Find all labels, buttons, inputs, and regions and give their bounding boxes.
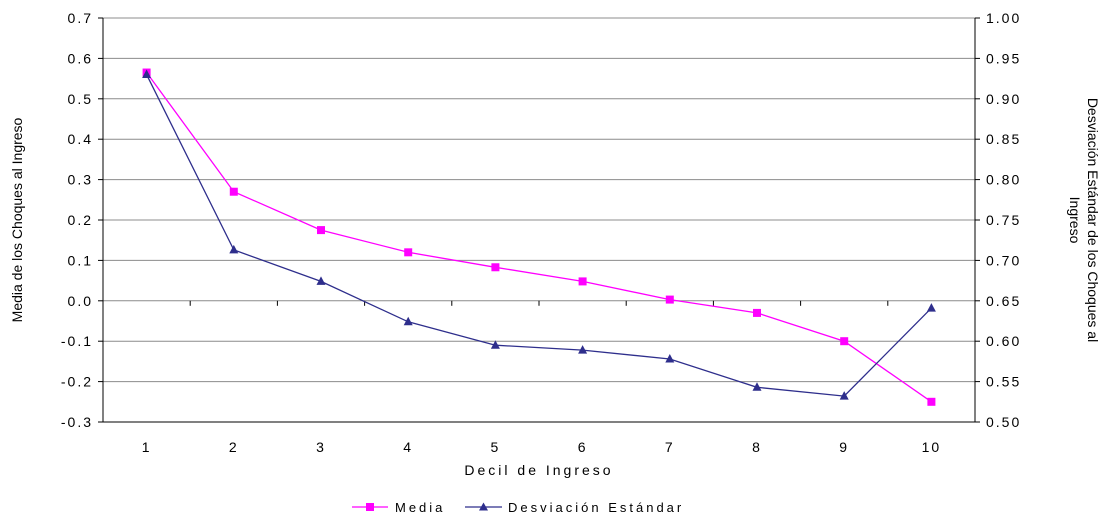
x-tick-label: 7: [665, 439, 675, 455]
legend-media-marker: [366, 503, 374, 511]
data-point-desviacion: [839, 391, 849, 400]
left-y-tick-label: 0.7: [68, 10, 93, 26]
series-line-media: [146, 72, 932, 403]
x-tick-label: 1: [142, 439, 152, 455]
left-y-tick-label: 0.5: [68, 91, 93, 107]
data-point-media: [491, 263, 500, 272]
right-y-tick-label: 0.65: [986, 293, 1021, 309]
right-y-tick-label: 0.90: [986, 91, 1021, 107]
x-tick-label: 10: [922, 439, 942, 455]
data-point-media: [927, 397, 936, 406]
right-y-tick-label: 0.55: [986, 374, 1021, 390]
right-y-axis-title-line2: Ingreso: [1067, 197, 1083, 244]
data-point-desviacion: [926, 303, 936, 312]
data-point-media: [317, 226, 325, 235]
grid: [103, 17, 975, 423]
right-y-tick-label: 0.85: [986, 131, 1021, 147]
left-y-tick-label: 0.6: [68, 50, 93, 66]
right-y-tick-label: 0.95: [986, 50, 1021, 66]
right-y-tick-label: 0.50: [986, 414, 1021, 430]
data-point-desviacion: [403, 316, 413, 326]
data-point-media: [840, 337, 849, 346]
data-point-desviacion: [142, 69, 152, 79]
series: [142, 68, 936, 406]
data-point-desviacion: [229, 244, 239, 254]
data-point-desviacion: [665, 353, 675, 363]
data-point-desviacion: [752, 382, 762, 391]
series-line-desviacion: [146, 74, 932, 397]
data-point-desviacion: [578, 345, 588, 354]
x-tick-label: 9: [839, 439, 849, 455]
data-point-media: [753, 308, 761, 317]
right-y-tick-label: 0.60: [986, 333, 1021, 349]
tick-labels: 0.7 0.6 0.5 0.4 0.3 0.2 0.1 0.0 -0.1 -0.2 -0.3 1.00…: [61, 10, 1021, 455]
left-y-axis-title: Media de los Choques al Ingreso: [9, 117, 25, 322]
x-tick-label: 3: [316, 439, 326, 455]
data-point-media: [229, 187, 238, 196]
x-tick-label: 8: [752, 439, 762, 455]
data-point-media: [665, 295, 674, 304]
left-y-tick-label: -0.1: [61, 333, 93, 349]
data-point-media: [404, 248, 413, 257]
left-y-tick-label: 0.4: [68, 131, 93, 147]
x-tick-label: 5: [491, 439, 501, 455]
x-axis-title: Decil de Ingreso: [464, 462, 613, 478]
legend-item-desviacion: Desviación Estándar: [465, 500, 684, 515]
legend-desviacion-marker: [479, 502, 488, 511]
x-tick-label: 4: [403, 439, 413, 455]
left-y-tick-label: 0.3: [68, 172, 93, 188]
left-y-tick-label: 0.1: [68, 252, 93, 268]
data-point-desviacion: [316, 276, 326, 285]
right-y-axis-title-line1: Desviación Estándar de los Choques al: [1085, 98, 1101, 342]
left-y-tick-label: 0.2: [68, 212, 93, 228]
data-point-media: [578, 277, 587, 286]
left-y-tick-label: -0.2: [61, 374, 93, 390]
right-y-tick-label: 0.70: [986, 252, 1021, 268]
x-tick-label: 2: [229, 439, 239, 455]
legend-desviacion-label: Desviación Estándar: [508, 500, 684, 515]
axes: [98, 17, 980, 423]
legend: Media Desviación Estándar: [352, 500, 684, 515]
left-y-tick-label: -0.3: [61, 414, 93, 430]
left-y-tick-label: 0.0: [68, 293, 93, 309]
right-y-tick-label: 0.80: [986, 172, 1021, 188]
x-tick-label: 6: [578, 439, 588, 455]
right-y-tick-label: 0.75: [986, 212, 1021, 228]
right-y-tick-label: 1.00: [986, 10, 1021, 26]
data-point-desviacion: [490, 340, 500, 349]
legend-item-media: Media: [352, 500, 445, 515]
legend-media-label: Media: [395, 500, 445, 515]
